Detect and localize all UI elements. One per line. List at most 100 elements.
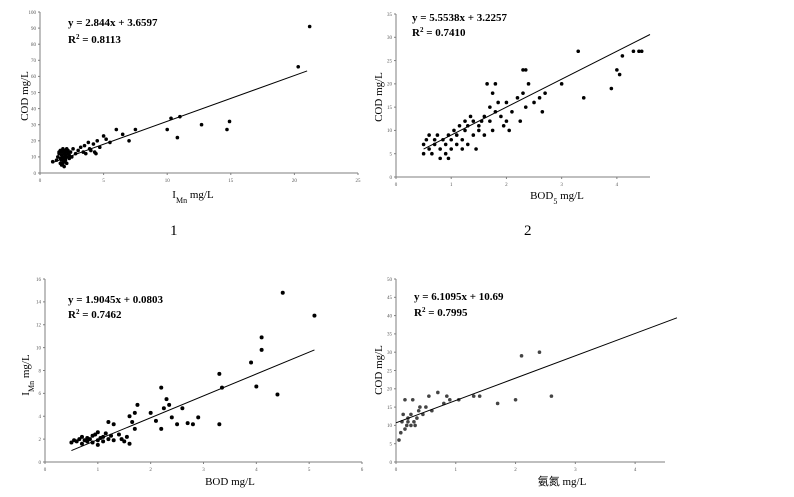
data-point [490,128,495,133]
data-point [488,119,492,123]
y-tick-label: 20 [387,388,393,393]
y-tick-label: 30 [387,351,393,356]
data-point [132,410,137,415]
data-point [424,137,429,142]
data-point [609,86,614,91]
y-tick-label: 25 [387,59,393,64]
data-point [532,100,536,105]
y-axis-title: COD mg/L [373,345,385,395]
data-point [454,133,459,137]
data-point [95,442,100,447]
x-axis-title: IMn mg/L [172,189,214,205]
y-tick-label: 20 [31,140,37,145]
data-point [95,139,100,143]
data-point [199,122,204,127]
y-tick-label: 16 [36,278,42,283]
data-point [477,123,481,128]
y-tick-label: 70 [31,59,37,64]
data-point [159,426,164,431]
data-point [132,426,137,431]
x-tick-label: 20 [292,179,298,184]
data-point [159,385,164,390]
chart-cod-vs-bod5: 0 1 2 3 4 0 5 10 15 20 25 30 35 y = 5.5538x + 3.2257 R… [373,12,651,206]
y-axis-title: COD mg/L [373,72,385,122]
y-tick-label: 30 [387,36,393,41]
y-tick-label: 35 [387,13,393,18]
data-point [78,145,83,150]
data-point [430,151,434,156]
x-tick-label: 3 [574,468,577,473]
data-point [617,72,622,77]
y-tick-label: 80 [31,43,37,48]
data-point [488,105,492,109]
data-point [416,408,421,413]
data-point [167,402,172,407]
x-tick-label: 2 [149,468,152,473]
x-tick-label: 6 [361,468,364,473]
chart-cod-vs-imn: 0 5 10 15 20 25 0 10 20 30 40 50 60 70 80 90 100 y = 2.84… [19,11,361,205]
data-point [454,142,459,147]
y-tick-label: 90 [31,27,37,32]
data-point [130,419,135,424]
data-point [93,432,98,437]
data-point [445,394,449,398]
x-tick-label: 0 [39,179,42,184]
data-point [471,394,476,398]
data-point [79,434,84,439]
data-point [91,142,96,146]
data-point [124,434,129,439]
data-point [468,114,473,119]
data-point [217,371,222,376]
regression-equation: y = 2.844x + 3.6597 [68,17,158,29]
data-point [165,127,169,132]
x-tick-label: 4 [634,468,637,473]
data-point [639,49,644,54]
y-tick-label: 15 [387,106,393,111]
data-point [190,422,195,427]
data-point [153,418,158,423]
trendline [423,34,651,150]
data-point [398,430,403,435]
data-point [443,151,448,156]
r-squared-label: R2 = 0.8113 [68,33,121,46]
data-point [401,412,405,417]
data-point [169,415,174,420]
data-point [438,156,442,161]
y-axis-title: IMn mg/L [20,354,36,396]
y-tick-label: 5 [390,153,393,158]
data-point [495,401,500,406]
y-tick-label: 50 [31,91,37,96]
data-point [513,397,518,402]
data-point [69,440,74,445]
y-tick-label: 25 [387,369,393,374]
data-point [427,394,431,398]
data-point [432,137,437,142]
data-point [403,427,407,431]
data-point [537,350,542,354]
y-tick-label: 20 [387,83,393,88]
data-point [280,290,285,295]
regression-equation: y = 1.9045x + 0.0803 [68,294,164,306]
y-tick-label: 14 [36,301,42,306]
y-tick-label: 50 [387,278,393,283]
data-point [127,414,132,419]
data-point [68,150,73,154]
data-point [217,422,222,427]
data-point [403,397,407,402]
regression-equation: y = 6.1095x + 10.69 [414,291,504,303]
data-point [496,100,500,105]
data-point [637,49,641,54]
data-point [507,128,511,133]
data-point [77,437,82,442]
data-point [449,147,454,151]
data-point [122,439,127,444]
x-axis-title: BOD5 mg/L [530,190,584,206]
data-point [521,91,525,95]
data-point [185,421,190,426]
data-point [79,441,84,446]
data-point [296,64,301,69]
data-point [490,91,495,95]
data-point [95,430,100,435]
data-point [443,142,448,147]
data-point [449,137,454,142]
